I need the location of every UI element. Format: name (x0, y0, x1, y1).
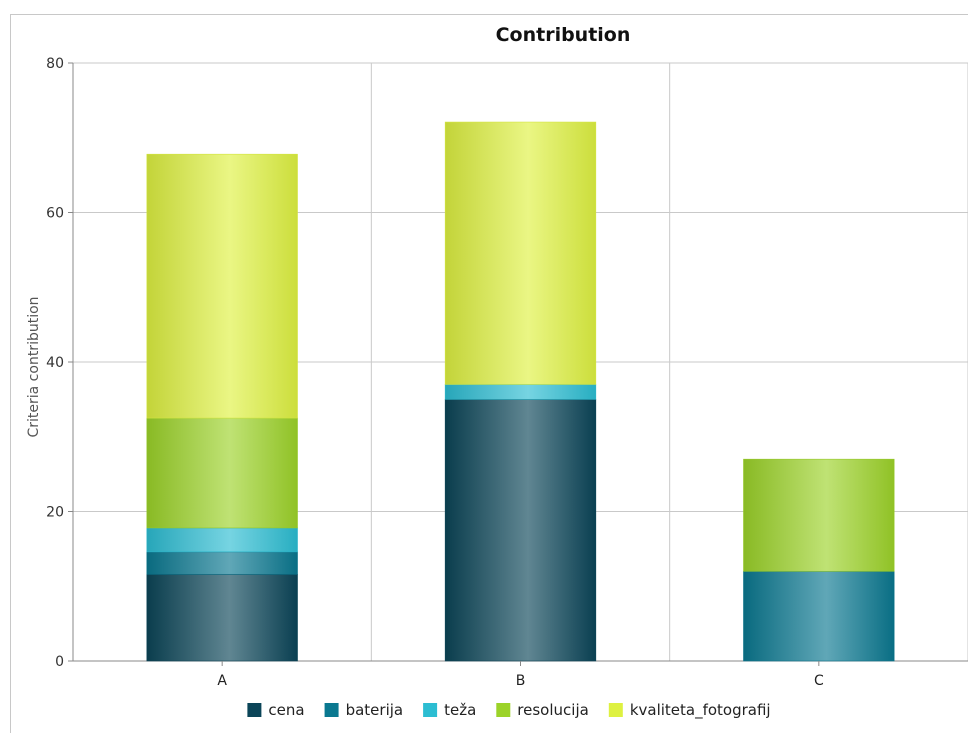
bar-segment-a-resolucija (146, 417, 298, 529)
legend-swatch-te-a (423, 703, 438, 717)
bar-segment-c-baterija (743, 570, 895, 662)
x-tick-label-b: B (516, 673, 526, 689)
y-axis-title: Criteria contribution (26, 296, 42, 437)
legend-label-te-a: teža (444, 701, 476, 719)
legend-item-cena: cena (247, 701, 305, 719)
legend-swatch-cena (247, 703, 262, 717)
chart-title: Contribution (496, 24, 631, 46)
legend-label-kvaliteta-fotografij: kvaliteta_fotografij (630, 701, 771, 720)
legend-swatch-baterija (324, 703, 339, 717)
y-tick-label: 0 (55, 654, 64, 670)
bar-segment-a-te-a (146, 527, 298, 553)
legend-swatch-resolucija (496, 703, 511, 717)
legend-label-cena: cena (268, 701, 304, 719)
legend-item-te-a: teža (423, 701, 476, 719)
x-tick-label-c: C (814, 673, 824, 689)
bar-segment-a-cena (146, 573, 298, 662)
legend-item-kvaliteta-fotografij: kvaliteta_fotografij (608, 701, 771, 720)
bar-segment-b-kvaliteta-fotografij (444, 121, 597, 385)
y-tick-label: 80 (46, 56, 64, 72)
bar-segment-a-kvaliteta-fotografij (146, 153, 298, 419)
bar-segment-b-cena (444, 399, 597, 662)
legend-label-resolucija: resolucija (517, 701, 589, 719)
y-tick-label: 60 (46, 206, 64, 222)
bar-segment-c-resolucija (743, 458, 895, 572)
legend-label-baterija: baterija (346, 701, 404, 719)
bar-segment-a-baterija (146, 551, 298, 575)
y-tick-label: 20 (46, 505, 64, 521)
legend-item-baterija: baterija (324, 701, 404, 719)
y-tick-label: 40 (46, 355, 64, 371)
legend-swatch-kvaliteta-fotografij (608, 703, 623, 717)
legend-item-resolucija: resolucija (496, 701, 589, 719)
x-tick-label-a: A (217, 673, 227, 689)
bar-segment-b-te-a (444, 384, 597, 400)
legend: cena baterija teža resolucija kvaliteta_foto… (247, 701, 771, 720)
